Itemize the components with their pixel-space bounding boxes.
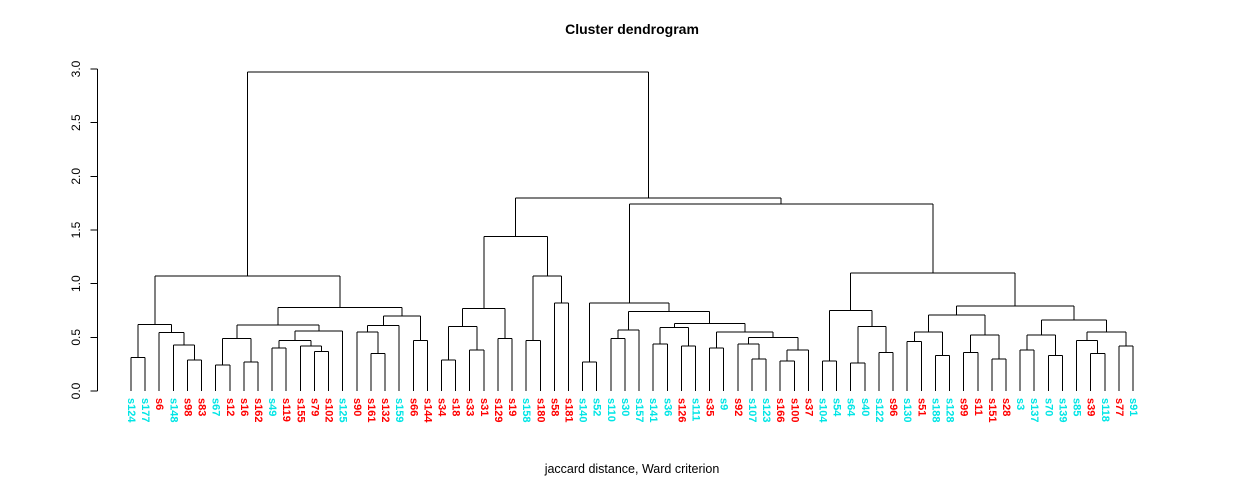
leaf-label: s158 xyxy=(520,398,532,422)
leaf-label: s36 xyxy=(661,398,673,416)
leaf-label: s3 xyxy=(1014,398,1026,410)
leaf-label: s19 xyxy=(506,398,518,416)
y-tick-label: 3.0 xyxy=(69,60,83,77)
y-axis: 0.0 0.5 1.0 1.5 2.0 2.5 3.0 xyxy=(69,60,98,399)
leaf-label: s188 xyxy=(929,398,941,422)
leaf-label: s99 xyxy=(958,398,970,416)
leaf-label: s33 xyxy=(464,398,476,416)
leaf-labels-group: s124 s177 s6 s148 s98 s83 s67 s12 s16 s162 s49 s119… xyxy=(125,398,1139,423)
leaf-label: s144 xyxy=(421,398,433,423)
leaf-label: s129 xyxy=(492,398,504,422)
leaf-label: s16 xyxy=(238,398,250,416)
y-tick-label: 2.0 xyxy=(69,168,83,185)
leaf-label: s130 xyxy=(901,398,913,422)
leaf-label: s96 xyxy=(887,398,899,416)
leaf-label: s141 xyxy=(647,398,659,422)
leaf-label: s40 xyxy=(859,398,871,416)
leaf-label: s177 xyxy=(139,398,151,422)
leaf-label: s100 xyxy=(788,398,800,422)
leaf-label: s34 xyxy=(435,398,447,417)
leaf-label: s132 xyxy=(379,398,391,422)
leaf-label: s111 xyxy=(690,398,702,421)
leaf-label: s139 xyxy=(1056,398,1068,422)
leaf-label: s12 xyxy=(224,398,236,416)
leaf-label: s52 xyxy=(591,398,603,416)
leaf-label: s54 xyxy=(831,398,843,417)
y-tick-label: 1.0 xyxy=(69,275,83,292)
leaf-label: s51 xyxy=(915,398,927,416)
leaf-label: s18 xyxy=(450,398,462,416)
leaf-label: s6 xyxy=(153,398,165,410)
leaf-label: s35 xyxy=(704,398,716,416)
leaf-label: s181 xyxy=(562,398,574,422)
leaf-label: s157 xyxy=(633,398,645,422)
leaf-label: s118 xyxy=(1099,398,1111,422)
leaf-label: s124 xyxy=(125,398,137,423)
leaf-label: s140 xyxy=(577,398,589,422)
leaf-label: s9 xyxy=(718,398,730,410)
leaf-label: s122 xyxy=(873,398,885,422)
y-tick-label: 2.5 xyxy=(69,114,83,131)
leaf-label: s85 xyxy=(1071,398,1083,416)
leaf-label: s79 xyxy=(308,398,320,416)
leaf-label: s39 xyxy=(1085,398,1097,416)
leaf-label: s155 xyxy=(294,398,306,422)
leaf-label: s70 xyxy=(1042,398,1054,416)
leaf-label: s151 xyxy=(986,398,998,422)
plot-title: Cluster dendrogram xyxy=(565,21,699,37)
leaf-label: s110 xyxy=(605,398,617,422)
leaf-label: s126 xyxy=(675,398,687,422)
leaf-label: s137 xyxy=(1028,398,1040,422)
leaf-label: s180 xyxy=(534,398,546,422)
leaf-label: s125 xyxy=(337,398,349,422)
leaf-label: s159 xyxy=(393,398,405,422)
leaf-label: s67 xyxy=(210,398,222,416)
leaf-label: s166 xyxy=(774,398,786,422)
dendrogram-tree xyxy=(130,71,1134,391)
leaf-label: s107 xyxy=(746,398,758,422)
x-axis-caption: jaccard distance, Ward criterion xyxy=(544,462,720,476)
leaf-label: s90 xyxy=(351,398,363,416)
leaf-label: s162 xyxy=(252,398,264,422)
leaf-label: s161 xyxy=(365,398,377,422)
leaf-label: s119 xyxy=(280,398,292,422)
leaf-label: s102 xyxy=(323,398,335,422)
leaf-label: s64 xyxy=(845,398,857,417)
leaf-label: s11 xyxy=(972,398,984,416)
leaf-label: s123 xyxy=(760,398,772,422)
leaf-label: s49 xyxy=(266,398,278,416)
leaf-label: s30 xyxy=(619,398,631,416)
leaf-label: s83 xyxy=(196,398,208,416)
y-tick-label: 1.5 xyxy=(69,221,83,238)
leaf-label: s128 xyxy=(944,398,956,422)
leaf-label: s98 xyxy=(181,398,193,416)
leaf-label: s148 xyxy=(167,398,179,422)
leaf-label: s92 xyxy=(732,398,744,416)
leaf-label: s28 xyxy=(1000,398,1012,416)
leaf-label: s66 xyxy=(407,398,419,416)
leaf-label: s31 xyxy=(478,398,490,416)
leaf-label: s91 xyxy=(1127,398,1139,416)
leaf-label: s37 xyxy=(802,398,814,416)
leaf-label: s58 xyxy=(548,398,560,416)
leaf-label: s104 xyxy=(817,398,829,423)
leaf-label: s77 xyxy=(1113,398,1125,416)
y-tick-label: 0.0 xyxy=(69,382,83,399)
y-tick-label: 0.5 xyxy=(69,329,83,346)
